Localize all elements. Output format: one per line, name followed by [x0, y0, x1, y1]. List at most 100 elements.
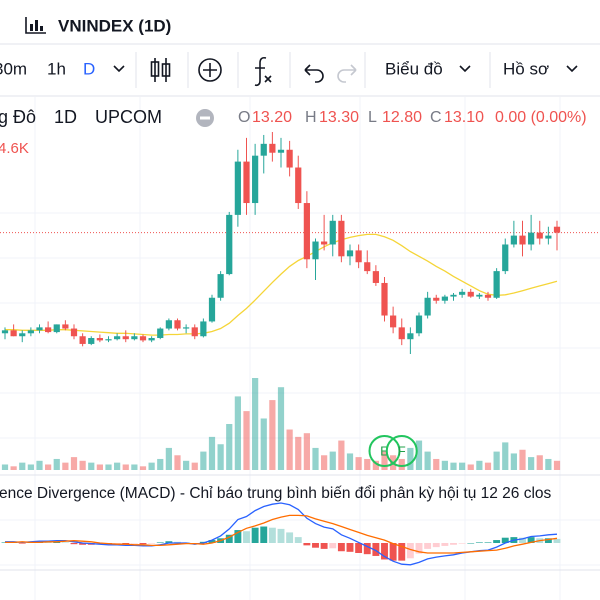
interval-button[interactable]: D — [83, 59, 95, 78]
candle-body — [519, 235, 526, 245]
redo-button[interactable] — [337, 64, 357, 83]
interval-dropdown[interactable] — [113, 65, 125, 73]
header-icon — [25, 17, 46, 34]
volume-bar — [10, 466, 17, 470]
interval-button[interactable]: 30m — [0, 59, 27, 78]
candle-body — [390, 315, 397, 328]
profile-menu-dropdown[interactable] — [566, 65, 578, 73]
candle-body — [96, 338, 103, 341]
indicator-button[interactable] — [198, 58, 222, 82]
volume-bar — [295, 436, 302, 470]
macd-histogram-bar — [312, 543, 319, 548]
ohlc-key: O — [238, 109, 250, 126]
volume-bar — [79, 460, 86, 470]
macd-histogram-bar — [398, 543, 406, 561]
undo-button[interactable] — [304, 64, 324, 83]
volume-bar — [269, 400, 276, 470]
profile-menu[interactable]: Hồ sơ — [503, 59, 549, 78]
macd-histogram-bar — [113, 543, 121, 544]
candle-body — [243, 161, 250, 204]
volume-bar — [96, 464, 103, 470]
ohlc-value: 13.30 — [319, 109, 359, 126]
volume-bar — [476, 460, 483, 470]
candle-body — [217, 274, 224, 298]
interval-button[interactable]: 1h — [47, 59, 66, 78]
candle-body — [269, 143, 276, 153]
candle-body — [364, 262, 371, 272]
volume-bar — [217, 444, 224, 470]
candle-body — [277, 149, 285, 153]
volume-bar — [45, 464, 52, 470]
chart-menu[interactable]: Biểu đồ — [385, 59, 443, 78]
macd-histogram-bar — [251, 527, 259, 543]
candle-body — [234, 161, 241, 215]
volume-bar — [148, 462, 155, 470]
volume-bar — [381, 451, 388, 470]
ohlc-value: 13.20 — [252, 109, 292, 126]
volume-bar — [260, 418, 267, 470]
macd-histogram-bar — [79, 543, 87, 545]
candle-body — [450, 294, 457, 297]
candle-body — [183, 327, 190, 329]
candle-body — [79, 336, 86, 344]
macd-histogram-bar — [389, 543, 397, 561]
macd-histogram-bar — [424, 543, 432, 549]
candle-body — [286, 149, 293, 168]
volume-bar — [208, 436, 216, 470]
event-marker[interactable]: E — [368, 435, 401, 467]
candle-body — [459, 291, 466, 295]
macd-histogram-bar — [303, 543, 311, 546]
volume-bar — [105, 464, 112, 470]
collapse-legend-button[interactable] — [196, 109, 214, 127]
event-label: F — [398, 443, 406, 458]
volume-bar — [510, 453, 517, 470]
volume-bar — [53, 458, 60, 470]
macd-histogram-bar — [320, 543, 328, 549]
macd-histogram-bar — [381, 543, 388, 560]
candle-body — [27, 330, 34, 334]
volume-bar — [1, 464, 9, 470]
candle-body — [372, 271, 379, 283]
macd-histogram-bar — [363, 543, 371, 555]
change: 0.00 (0.00%) — [495, 109, 587, 126]
candle-body — [260, 143, 267, 156]
volume-bar — [277, 387, 285, 470]
candle-body — [200, 321, 207, 337]
volume-label: 4.6K — [0, 140, 29, 157]
candle-body — [19, 333, 26, 337]
macd-histogram-bar — [467, 543, 475, 544]
event-marker[interactable]: F — [385, 435, 418, 467]
candle-body — [295, 167, 302, 204]
candle-body — [476, 294, 483, 297]
volume-bar — [372, 460, 379, 470]
candle-body — [252, 155, 259, 204]
candle-body — [355, 250, 362, 263]
function-button[interactable] — [254, 56, 272, 87]
macd-histogram-bar — [18, 543, 26, 544]
candle-body — [467, 291, 474, 297]
symbol-exchange: UPCOM — [95, 107, 162, 127]
moving-average — [5, 233, 558, 336]
candle-body — [62, 324, 69, 329]
volume-bar — [312, 447, 319, 470]
candle-body — [441, 296, 448, 301]
candle-body — [139, 336, 147, 341]
chart-menu-dropdown[interactable] — [459, 65, 471, 73]
macd-histogram-bar — [355, 543, 363, 553]
macd-title: ence Divergence (MACD) - Chỉ báo trung b… — [0, 485, 552, 502]
volume-bar — [415, 440, 423, 470]
volume-bar — [234, 396, 241, 470]
candle-body — [174, 320, 181, 329]
macd-histogram-bar — [225, 534, 233, 543]
volume-bar — [545, 458, 552, 470]
macd-histogram-bar — [130, 543, 138, 544]
macd-histogram-bar — [372, 543, 380, 556]
chart-type-button[interactable] — [150, 58, 171, 82]
macd-histogram-bar — [139, 543, 147, 545]
volume-bar — [88, 462, 95, 470]
volume-bar — [131, 464, 138, 470]
candle-body — [407, 333, 414, 340]
macd-histogram-bar — [286, 532, 294, 543]
macd-histogram-bar — [337, 543, 345, 552]
